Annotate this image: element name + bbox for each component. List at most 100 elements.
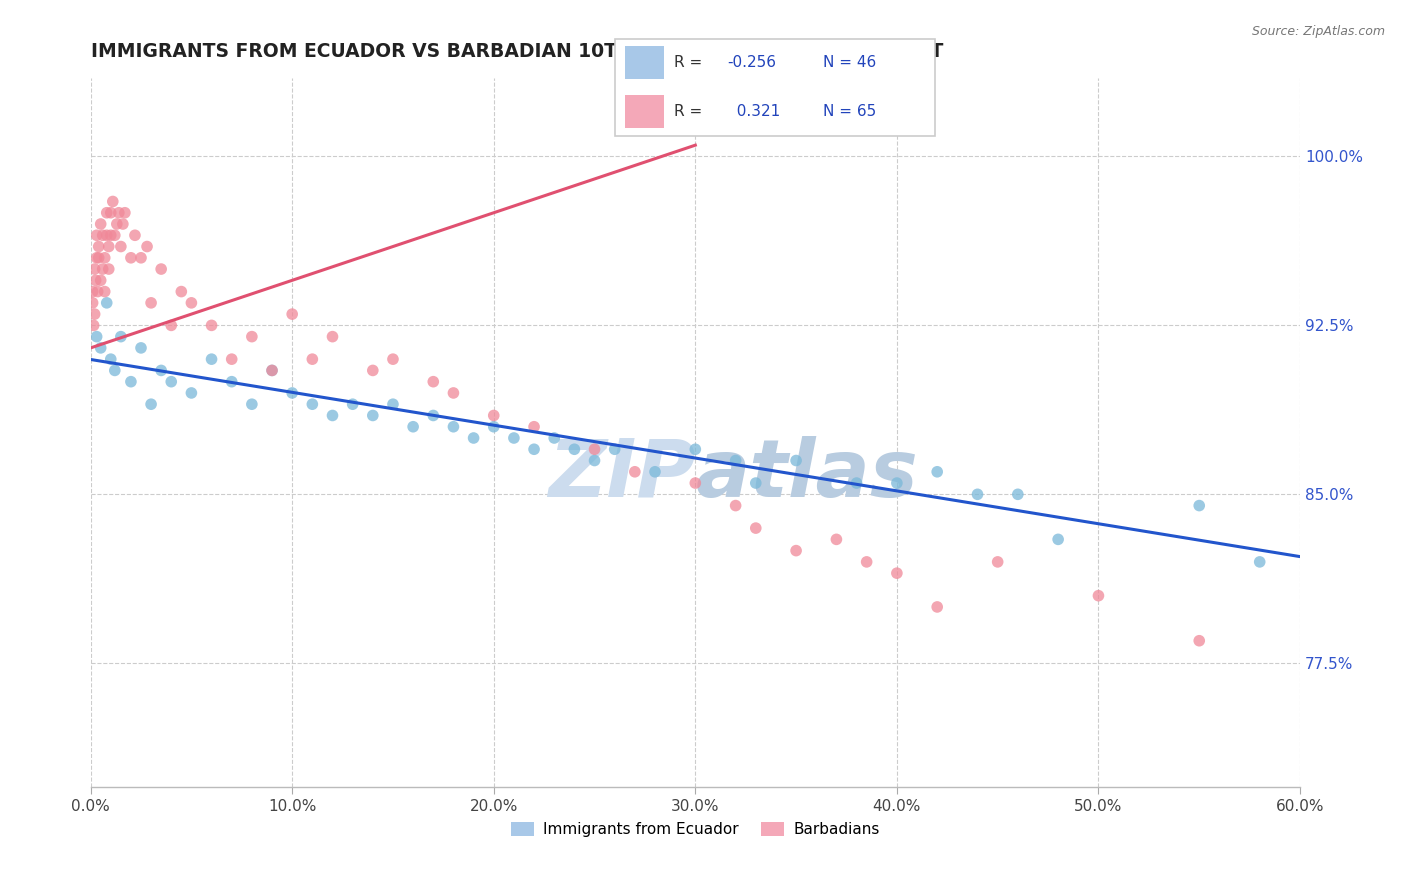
Point (281, 386, 304, 401)
Point (180, 296, 202, 310)
Text: atlas: atlas (696, 436, 918, 514)
Point (260, 363, 283, 377)
Point (82, 296, 104, 310)
Point (221, 352, 243, 367)
Point (86, 329, 108, 343)
Point (785, 453, 807, 467)
Point (342, 397, 364, 411)
Point (129, 341, 152, 355)
Point (96, 296, 118, 310)
Text: R =: R = (675, 54, 707, 70)
Point (301, 397, 323, 411)
Point (150, 262, 173, 277)
Point (100, 228, 122, 243)
Point (124, 228, 146, 243)
Point (105, 217, 128, 231)
Point (87, 239, 110, 253)
FancyBboxPatch shape (624, 46, 665, 78)
Point (583, 453, 606, 467)
Point (86, 251, 108, 265)
Point (129, 251, 152, 265)
Point (361, 363, 384, 377)
Point (685, 476, 707, 491)
Text: ZIP: ZIP (548, 436, 696, 514)
Point (120, 375, 142, 389)
Point (83, 262, 105, 277)
Point (624, 465, 647, 479)
Point (1087, 589, 1109, 603)
Point (240, 397, 263, 411)
Text: -0.256: -0.256 (727, 54, 776, 70)
Legend: Immigrants from Ecuador, Barbadians: Immigrants from Ecuador, Barbadians (505, 815, 886, 843)
Point (927, 465, 949, 479)
Point (987, 555, 1010, 569)
Point (402, 419, 425, 434)
Point (443, 386, 465, 401)
Point (200, 318, 222, 333)
Point (240, 329, 263, 343)
Point (150, 363, 173, 377)
Point (685, 442, 707, 457)
Point (361, 409, 384, 423)
Point (644, 465, 666, 479)
Point (90, 273, 112, 287)
Point (381, 352, 404, 367)
Point (100, 352, 122, 367)
Point (785, 543, 807, 558)
Point (422, 375, 444, 389)
Point (564, 442, 586, 457)
Point (1188, 633, 1211, 648)
Point (583, 442, 606, 457)
Point (845, 476, 868, 491)
Point (83, 318, 105, 333)
Point (1047, 533, 1070, 547)
Point (83, 307, 105, 321)
Point (281, 307, 304, 321)
Point (111, 217, 134, 231)
FancyBboxPatch shape (624, 95, 665, 128)
Point (523, 442, 546, 457)
Point (381, 397, 404, 411)
Point (321, 409, 343, 423)
Point (104, 363, 127, 377)
Point (139, 397, 162, 411)
Point (136, 239, 159, 253)
FancyBboxPatch shape (614, 38, 935, 136)
Point (139, 296, 162, 310)
Point (110, 329, 132, 343)
Point (482, 419, 505, 434)
Point (1007, 487, 1029, 501)
Point (724, 453, 747, 467)
Point (108, 206, 131, 220)
Point (97, 239, 120, 253)
Point (82, 285, 104, 299)
Point (87, 251, 110, 265)
Point (221, 375, 243, 389)
Point (1188, 499, 1211, 513)
Point (93, 251, 115, 265)
Text: N = 65: N = 65 (823, 104, 876, 120)
Point (321, 329, 343, 343)
Point (301, 352, 323, 367)
Point (745, 476, 768, 491)
Point (745, 521, 768, 535)
Text: Source: ZipAtlas.com: Source: ZipAtlas.com (1251, 25, 1385, 38)
Text: N = 46: N = 46 (823, 54, 876, 70)
Text: IMMIGRANTS FROM ECUADOR VS BARBADIAN 10TH GRADE CORRELATION CHART: IMMIGRANTS FROM ECUADOR VS BARBADIAN 10T… (90, 42, 943, 61)
Point (443, 419, 465, 434)
Point (543, 431, 565, 445)
Point (422, 409, 444, 423)
Point (160, 318, 183, 333)
Point (110, 239, 132, 253)
Text: R =: R = (675, 104, 707, 120)
Point (523, 419, 546, 434)
Point (825, 533, 848, 547)
Point (724, 499, 747, 513)
Point (86, 285, 108, 299)
Point (463, 431, 485, 445)
Point (97, 262, 120, 277)
Point (1249, 555, 1271, 569)
Point (86, 228, 108, 243)
Point (96, 206, 118, 220)
Point (91, 228, 114, 243)
